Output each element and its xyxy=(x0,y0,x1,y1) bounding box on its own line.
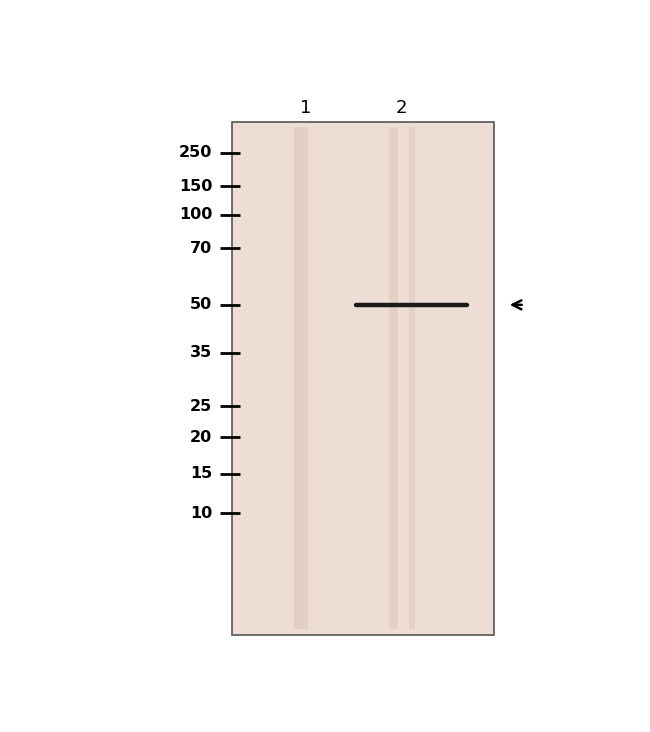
Text: 25: 25 xyxy=(190,399,212,414)
Bar xyxy=(409,127,415,629)
Text: 70: 70 xyxy=(190,241,212,256)
Text: 15: 15 xyxy=(190,466,212,482)
Text: 250: 250 xyxy=(179,145,212,160)
Bar xyxy=(233,122,494,635)
Text: 100: 100 xyxy=(179,207,212,222)
Bar xyxy=(389,127,398,629)
Bar xyxy=(294,127,304,629)
Text: 10: 10 xyxy=(190,506,212,521)
Text: 150: 150 xyxy=(179,179,212,194)
Text: 2: 2 xyxy=(395,99,407,116)
Text: 20: 20 xyxy=(190,430,212,445)
Text: 35: 35 xyxy=(190,346,212,360)
Text: 1: 1 xyxy=(300,99,311,116)
Text: 50: 50 xyxy=(190,297,212,313)
Bar xyxy=(303,127,308,629)
